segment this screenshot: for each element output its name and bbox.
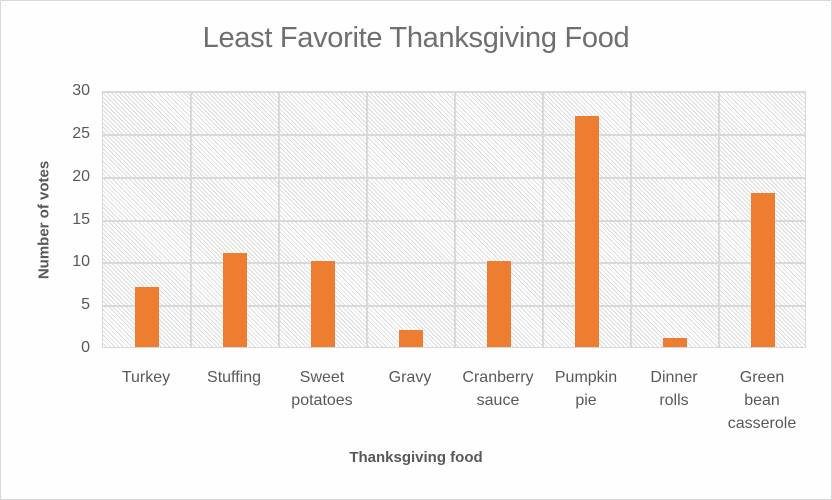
bar-sweet-potatoes <box>311 261 335 347</box>
gridline-x-3 <box>366 92 368 347</box>
gridline-x-1 <box>190 92 192 347</box>
bar-gravy <box>399 329 423 347</box>
gridline-x-6 <box>630 92 632 347</box>
bar-turkey <box>135 287 159 347</box>
gridline-x-4 <box>454 92 456 347</box>
gridline-x-7 <box>718 92 720 347</box>
x-tick-label: Turkey <box>121 369 171 386</box>
y-tick-label: 25 <box>72 124 90 142</box>
y-tick-label: 15 <box>72 210 90 228</box>
x-tick-label: Green bean casserole <box>727 369 797 432</box>
x-tick-label: Stuffing <box>207 369 261 386</box>
plot-area <box>102 91 806 348</box>
x-tick-label: Cranberry sauce <box>462 369 534 409</box>
y-tick-label: 0 <box>81 339 90 356</box>
bar-dinner-rolls <box>663 338 687 347</box>
y-tick-label: 5 <box>81 296 90 314</box>
bar-pumpkin-pie <box>575 115 599 347</box>
gridline-x-5 <box>542 92 544 347</box>
gridline-x-2 <box>278 92 280 347</box>
x-tick-label: Sweet potatoes <box>291 369 353 409</box>
x-tick-label: Gravy <box>388 369 432 386</box>
bar-stuffing <box>223 252 247 347</box>
bar-green-bean-casserole <box>751 192 775 347</box>
y-tick-label: 30 <box>72 82 90 99</box>
x-axis-label: Thanksgiving food <box>349 449 483 466</box>
x-tick-label: Pumpkin pie <box>554 369 618 409</box>
y-tick-label: 20 <box>72 167 90 185</box>
x-tick-label: Dinner rolls <box>650 369 698 409</box>
bar-cranberry-sauce <box>487 261 511 347</box>
chart-title: Least Favorite Thanksgiving Food <box>202 22 630 54</box>
y-tick-label: 10 <box>72 253 90 271</box>
